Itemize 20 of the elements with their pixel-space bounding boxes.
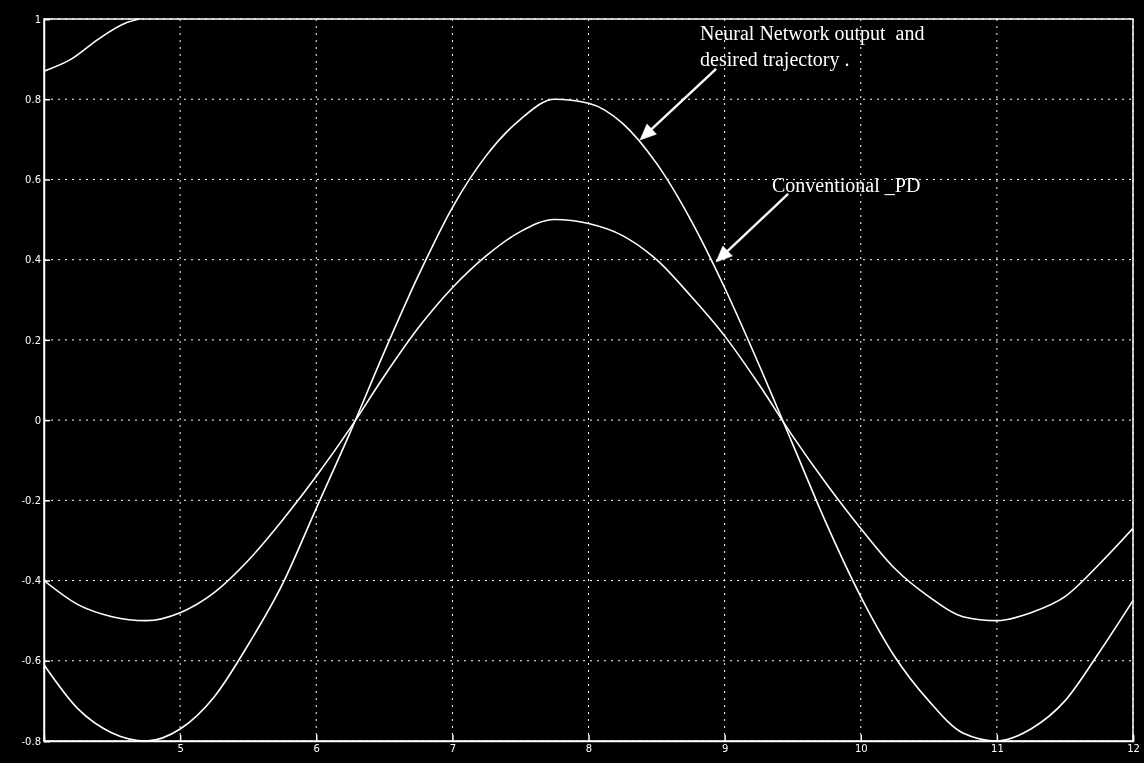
y-tick-label: -0.4 [21, 575, 41, 587]
x-tick-label: 6 [313, 743, 320, 755]
y-tick-label: -0.6 [21, 655, 41, 667]
y-tick-label: 0.2 [25, 334, 41, 346]
y-tick-label: 0.6 [25, 174, 41, 186]
y-tick-label: 1 [34, 13, 41, 25]
x-tick-label: 8 [585, 743, 593, 755]
annotation: Neural Network output and desired trajectory . [700, 22, 925, 71]
y-tick-label: -0.8 [21, 735, 41, 747]
y-tick-label: 0 [34, 414, 41, 426]
y-tick-label: 0.8 [25, 93, 41, 105]
annotation: Conventional _PD [772, 174, 921, 196]
x-tick-label: 12 [1127, 743, 1140, 755]
x-tick-label: 10 [854, 743, 868, 755]
x-tick-label: 5 [177, 743, 184, 755]
y-tick-label: 0.4 [25, 254, 41, 266]
x-tick-label: 7 [449, 743, 457, 755]
x-tick-label: 11 [991, 743, 1004, 755]
x-tick-label: 9 [721, 743, 729, 755]
y-tick-label: -0.2 [21, 495, 41, 507]
